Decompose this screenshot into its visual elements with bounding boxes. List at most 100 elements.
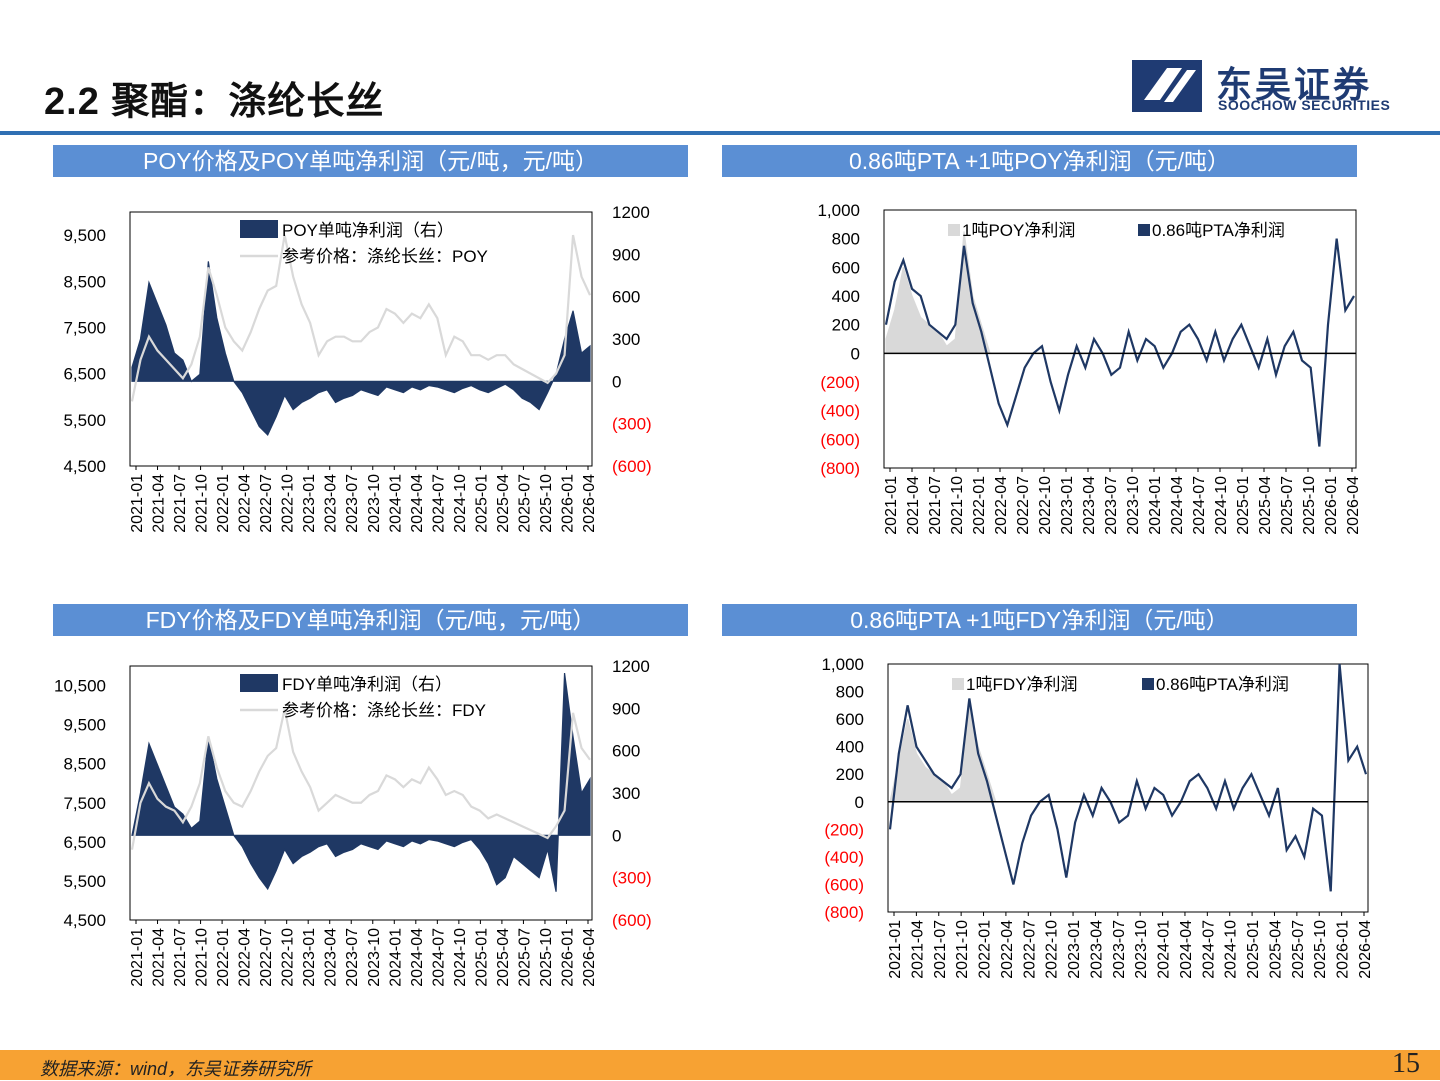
y-tick-label: 800 <box>832 230 860 249</box>
x-tick-label: 2024-10 <box>452 928 469 987</box>
x-tick-label: 2021-01 <box>887 920 904 979</box>
x-tick-label: 2022-10 <box>280 928 297 987</box>
chart1-title: POY价格及POY单吨净利润（元/吨，元/吨） <box>53 145 688 177</box>
x-tick-label: 2021-07 <box>172 928 189 987</box>
x-tick-label: 2025-07 <box>516 928 533 987</box>
x-tick-label: 2025-04 <box>495 474 512 533</box>
y-left-tick-label: 8,500 <box>63 755 106 774</box>
x-tick-label: 2025-04 <box>1257 476 1274 535</box>
y-tick-label: (400) <box>820 402 860 421</box>
x-tick-label: 2024-04 <box>409 928 426 987</box>
gray-profit-area <box>885 231 1354 354</box>
x-tick-label: 2022-10 <box>280 474 297 533</box>
y-tick-label: 0 <box>855 793 864 812</box>
x-tick-label: 2025-01 <box>473 474 490 533</box>
legend-label-price: 参考价格：涤纶长丝：FDY <box>282 701 486 720</box>
page-title: 2.2 聚酯：涤纶长丝 <box>44 81 385 123</box>
y-tick-label: 800 <box>836 683 864 702</box>
y-tick-label: (600) <box>820 430 860 449</box>
x-tick-label: 2023-10 <box>366 928 383 987</box>
x-tick-label: 2021-04 <box>909 920 926 979</box>
x-tick-label: 2024-07 <box>1191 476 1208 535</box>
header-divider <box>0 131 1440 135</box>
y-tick-label: 300 <box>612 784 640 803</box>
x-tick-label: 2024-01 <box>1156 920 1173 979</box>
y-tick-label: (200) <box>824 820 864 839</box>
x-tick-label: 2021-10 <box>954 920 971 979</box>
chart4-title: 0.86吨PTA +1吨FDY净利润（元/吨） <box>722 604 1357 636</box>
x-tick-label: 2023-01 <box>301 928 318 987</box>
pta-poy-profit-chart: 1,000 800 600 400 200 0 (200) (400) (600) (800) 1吨… <box>817 201 1362 535</box>
pta-fdy-profit-chart: 1,000 800 600 400 200 0 (200) (400) (600) (800) 1吨… <box>821 655 1374 979</box>
y-tick-label: 0 <box>612 372 621 391</box>
y-tick-label: 400 <box>832 287 860 306</box>
fdy-price-profit-chart: 10,500 9,500 8,500 7,500 6,500 5,500 4,500 1200… <box>54 657 652 987</box>
x-tick-label: 2022-04 <box>237 928 254 987</box>
y-left-tick-label: 6,500 <box>63 365 106 384</box>
logo-name-en: SOOCHOW SECURITIES <box>1218 97 1391 113</box>
x-tick-label: 2025-10 <box>1301 476 1318 535</box>
legend-swatch-gray <box>948 224 960 236</box>
y-tick-label: 1,000 <box>821 655 864 674</box>
x-tick-label: 2026-01 <box>1335 920 1352 979</box>
y-tick-label: 1200 <box>612 203 650 222</box>
x-tick-label: 2022-04 <box>999 920 1016 979</box>
x-tick-label: 2025-01 <box>1235 476 1252 535</box>
plot-frame <box>129 211 593 467</box>
legend-label-price: 参考价格：涤纶长丝：POY <box>282 247 488 266</box>
y-tick-label: 0 <box>612 826 621 845</box>
x-tick-label: 2022-07 <box>1015 476 1032 535</box>
x-tick-label: 2025-10 <box>538 474 555 533</box>
y-tick-label: 400 <box>836 738 864 757</box>
x-tick-label: 2024-04 <box>1178 920 1195 979</box>
x-tick-label: 2021-07 <box>932 920 949 979</box>
y-left-tick-label: 9,500 <box>63 226 106 245</box>
x-tick-label: 2023-01 <box>301 474 318 533</box>
x-tick-label: 2022-01 <box>971 476 988 535</box>
legend-swatch-profit <box>240 220 278 238</box>
x-tick-label: 2024-01 <box>387 928 404 987</box>
x-tick-label: 2022-01 <box>977 920 994 979</box>
y-tick-label: 200 <box>832 316 860 335</box>
y-tick-label: (400) <box>824 848 864 867</box>
x-tick-label: 2021-10 <box>194 928 211 987</box>
x-tick-label: 2026-04 <box>581 474 598 533</box>
x-tick-label: 2021-04 <box>151 474 168 533</box>
page-number: 15 <box>1392 1048 1420 1079</box>
x-tick-label: 2022-07 <box>258 928 275 987</box>
x-tick-label: 2026-01 <box>559 928 576 987</box>
y-tick-label: 600 <box>832 258 860 277</box>
y-tick-label: 0 <box>851 344 860 363</box>
y-left-tick-label: 5,500 <box>63 872 106 891</box>
x-tick-label: 2024-07 <box>430 474 447 533</box>
y-tick-label: (600) <box>612 457 652 476</box>
chart2-title: 0.86吨PTA +1吨POY净利润（元/吨） <box>722 145 1357 177</box>
y-left-tick-label: 7,500 <box>63 318 106 337</box>
x-tick-label: 2021-04 <box>905 476 922 535</box>
y-tick-label: (300) <box>612 869 652 888</box>
source-note: 数据来源：wind，东吴证券研究所 <box>40 1059 312 1079</box>
x-tick-label: 2026-01 <box>559 474 576 533</box>
pta-profit-line <box>884 238 1355 447</box>
x-tick-label: 2026-04 <box>1357 920 1374 979</box>
price-line <box>130 234 591 402</box>
x-tick-label: 2021-07 <box>927 476 944 535</box>
x-tick-label: 2022-07 <box>258 474 275 533</box>
x-tick-label: 2022-10 <box>1044 920 1061 979</box>
y-left-tick-label: 6,500 <box>63 833 106 852</box>
y-tick-label: (800) <box>824 903 864 922</box>
x-tick-label: 2024-07 <box>430 928 447 987</box>
x-tick-label: 2025-07 <box>1290 920 1307 979</box>
y-tick-label: 900 <box>612 245 640 264</box>
x-tick-label: 2022-07 <box>1021 920 1038 979</box>
logo-name-cn: 东吴证券 <box>1216 64 1373 105</box>
x-tick-label: 2023-07 <box>344 474 361 533</box>
x-tick-label: 2021-01 <box>129 474 146 533</box>
plot-frame <box>883 209 1357 469</box>
x-tick-label: 2025-04 <box>495 928 512 987</box>
x-tick-label: 2025-07 <box>516 474 533 533</box>
x-tick-label: 2023-10 <box>366 474 383 533</box>
x-tick-label: 2022-04 <box>993 476 1010 535</box>
x-tick-label: 2023-01 <box>1059 476 1076 535</box>
gray-profit-area <box>889 705 1366 803</box>
